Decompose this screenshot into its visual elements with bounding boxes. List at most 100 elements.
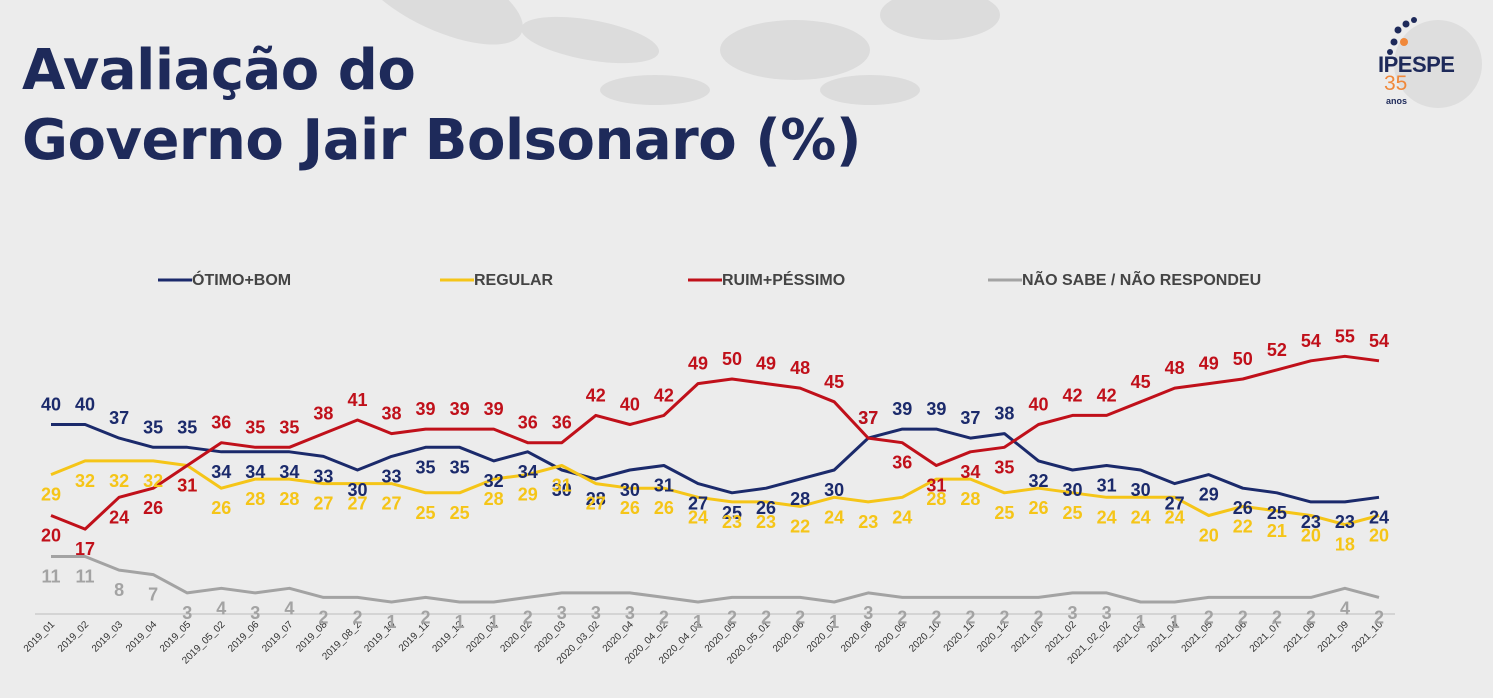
data-label: 24 — [109, 507, 129, 527]
data-label: 25 — [1063, 503, 1083, 523]
data-label: 28 — [586, 489, 606, 509]
data-label: 31 — [926, 475, 946, 495]
data-label: 24 — [824, 507, 844, 527]
background-shape — [820, 75, 920, 105]
data-label: 37 — [858, 408, 878, 428]
data-label: 25 — [450, 503, 470, 523]
data-label: 48 — [1165, 358, 1185, 378]
data-label: 36 — [552, 413, 572, 433]
data-label: 50 — [1233, 349, 1253, 369]
data-label: 21 — [1267, 521, 1287, 541]
data-label: 27 — [381, 494, 401, 514]
data-label: 31 — [177, 475, 197, 495]
page-title: Avaliação do Governo Jair Bolsonaro (%) — [22, 36, 862, 176]
data-label: 2 — [318, 607, 328, 627]
data-label: 45 — [824, 372, 844, 392]
data-label: 36 — [211, 413, 231, 433]
data-label: 30 — [620, 480, 640, 500]
data-label: 38 — [313, 404, 333, 424]
data-label: 40 — [1028, 395, 1048, 415]
data-label: 31 — [654, 475, 674, 495]
data-label: 35 — [450, 457, 470, 477]
data-label: 32 — [484, 471, 504, 491]
data-label: 8 — [114, 580, 124, 600]
data-label: 39 — [484, 399, 504, 419]
logo-globe-icon — [1387, 17, 1482, 108]
data-label: 31 — [177, 475, 197, 495]
data-label: 20 — [1369, 526, 1389, 546]
x-tick-label: 2020_08 — [839, 619, 875, 655]
x-tick-label: 2019_07 — [260, 619, 296, 655]
title-line-2: Governo Jair Bolsonaro (%) — [22, 108, 862, 173]
data-label: 42 — [586, 385, 606, 405]
data-label: 24 — [1097, 507, 1117, 527]
x-tick-label: 2019_02 — [56, 619, 92, 655]
data-label: 49 — [688, 354, 708, 374]
series-line — [50, 354, 1380, 531]
data-label: 25 — [722, 503, 742, 523]
data-label: 38 — [381, 404, 401, 424]
data-label: 32 — [1028, 471, 1048, 491]
data-label: 26 — [1233, 498, 1253, 518]
data-label: 29 — [1199, 485, 1219, 505]
data-label: 4 — [216, 598, 226, 618]
data-label: 33 — [313, 466, 333, 486]
x-tick-label: 2019_03 — [90, 619, 126, 655]
data-label: 25 — [416, 503, 436, 523]
data-label: 24 — [688, 507, 708, 527]
data-label: 27 — [688, 494, 708, 514]
data-label: 29 — [518, 485, 538, 505]
data-label: 26 — [654, 498, 674, 518]
data-label: 22 — [1233, 516, 1253, 536]
data-label: 24 — [892, 507, 912, 527]
data-label: 35 — [177, 417, 197, 437]
data-label: 3 — [625, 603, 635, 623]
data-label: 2 — [1306, 607, 1316, 627]
x-tick-label: 2019_06 — [226, 619, 262, 655]
data-label: 22 — [790, 516, 810, 536]
data-label: 32 — [143, 471, 163, 491]
data-label: 54 — [1369, 331, 1389, 351]
data-label: 23 — [1301, 512, 1321, 532]
data-label: 38 — [994, 404, 1014, 424]
data-label: 2 — [1272, 607, 1282, 627]
data-label: 1 — [1170, 612, 1180, 632]
data-label: 2 — [999, 607, 1009, 627]
data-label: 2 — [421, 607, 431, 627]
data-label: 2 — [761, 607, 771, 627]
data-label: 41 — [347, 390, 367, 410]
data-label: 20 — [1301, 526, 1321, 546]
data-label: 39 — [926, 399, 946, 419]
data-label: 4 — [284, 598, 294, 618]
legend-label: ÓTIMO+BOM — [192, 270, 291, 289]
data-label: 32 — [109, 471, 129, 491]
data-label: 4 — [1340, 598, 1350, 618]
data-label: 26 — [143, 498, 163, 518]
data-label: 1 — [693, 612, 703, 632]
data-label: 40 — [41, 395, 61, 415]
data-label: 1 — [489, 612, 499, 632]
data-label: 35 — [279, 417, 299, 437]
data-label: 25 — [994, 503, 1014, 523]
data-label: 34 — [518, 462, 538, 482]
background-shape — [880, 0, 1000, 40]
data-label: 28 — [926, 489, 946, 509]
data-label: 31 — [552, 475, 572, 495]
data-label: 3 — [591, 603, 601, 623]
data-label: 11 — [76, 566, 95, 586]
data-label: 27 — [313, 494, 333, 514]
data-label: 45 — [1131, 372, 1151, 392]
data-label: 23 — [722, 512, 742, 532]
data-label: 32 — [75, 471, 95, 491]
x-tick-label: 2021_09 — [1316, 619, 1352, 655]
data-label: 24 — [1165, 507, 1185, 527]
series-line — [51, 423, 1380, 504]
data-label: 2 — [1204, 607, 1214, 627]
data-label: 30 — [1131, 480, 1151, 500]
data-label: 2 — [727, 607, 737, 627]
data-label: 2 — [931, 607, 941, 627]
data-label: 3 — [557, 603, 567, 623]
data-label: 26 — [211, 498, 231, 518]
series-line — [51, 555, 1380, 604]
